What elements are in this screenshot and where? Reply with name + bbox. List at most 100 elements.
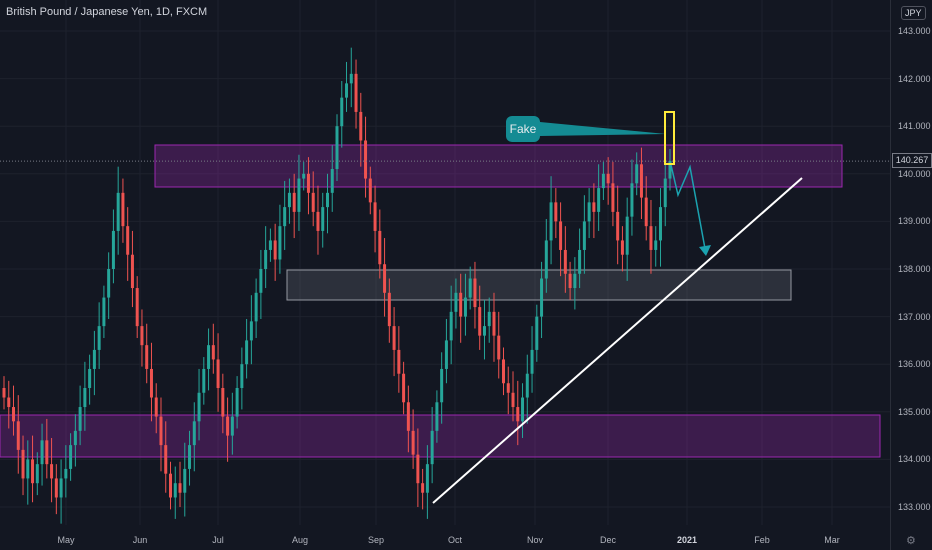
price-axis-separator (890, 0, 891, 550)
candle-body (573, 273, 577, 289)
candle-body (468, 278, 472, 298)
candle-body (568, 273, 572, 289)
candle-body (368, 178, 372, 203)
fake-callout[interactable]: Fake (506, 116, 540, 142)
candle-body (649, 226, 653, 250)
resistance-zone (154, 144, 843, 188)
projection-arrowhead (699, 245, 711, 256)
candle-body (411, 430, 415, 455)
candle-body (349, 73, 353, 84)
candle-body (535, 316, 539, 350)
candle-body (597, 188, 601, 212)
price-tick-label: 134.000 (898, 454, 931, 465)
candle-body (69, 445, 73, 469)
candle-body (7, 397, 11, 408)
candle-body (440, 368, 444, 403)
candle-body (611, 183, 615, 212)
candle-body (292, 192, 296, 212)
candle-body (26, 459, 30, 479)
candle-body (663, 178, 667, 208)
candle-body (12, 407, 16, 422)
candle-body (264, 249, 268, 269)
candle-body (492, 311, 496, 336)
candle-body (54, 478, 58, 498)
candle-body (364, 140, 368, 179)
candle-body (554, 202, 558, 222)
candle-body (325, 192, 329, 208)
candle-body (287, 192, 291, 208)
candle-body (254, 292, 258, 322)
candle-body (454, 292, 458, 312)
candle-body (226, 416, 230, 436)
candle-body (359, 111, 363, 141)
time-tick-label: Feb (754, 535, 770, 545)
candle-body (135, 288, 139, 327)
candle-body (620, 240, 624, 255)
candle-body (559, 221, 563, 250)
candle-body (97, 326, 101, 350)
candle-body (202, 368, 206, 393)
candle-body (497, 335, 501, 360)
candle-body (121, 192, 125, 227)
candle-body (83, 388, 87, 408)
time-tick-label: Sep (367, 535, 385, 545)
candle-body (668, 160, 672, 179)
candle-body (73, 430, 77, 446)
candle-body (435, 402, 439, 431)
candle-body (31, 459, 35, 484)
candle-body (192, 421, 196, 446)
candle-body (111, 230, 115, 269)
grid-layer (0, 0, 890, 525)
candle-body (273, 240, 277, 260)
candle-body (340, 97, 344, 127)
candle-body (506, 383, 510, 393)
candle-body (283, 207, 287, 227)
price-tick-label: 141.000 (898, 121, 931, 132)
candle-body (635, 164, 639, 184)
candle-body (511, 392, 515, 408)
candle-body (92, 349, 96, 369)
candle-body (616, 211, 620, 241)
candle-body (126, 226, 130, 255)
candle-body (164, 445, 168, 474)
candle-body (630, 183, 634, 217)
gear-icon[interactable]: ⚙ (906, 535, 916, 547)
candle-body (392, 326, 396, 350)
projection-arrow (670, 164, 707, 255)
candle-body (502, 359, 505, 384)
candle-body (88, 368, 92, 388)
candle-body (459, 292, 463, 317)
currency-badge[interactable]: JPY (901, 6, 926, 20)
candle-body (530, 349, 534, 374)
candle-body (188, 445, 192, 469)
candle-body (149, 368, 153, 398)
candle-body (544, 240, 548, 279)
candle-body (78, 407, 82, 431)
candle-body (173, 483, 177, 498)
time-tick-label: Mar (824, 535, 840, 545)
candle-body (601, 173, 605, 189)
candle-body (397, 349, 401, 374)
candle-body (425, 464, 429, 493)
fake-marker-box (664, 111, 675, 165)
candle-body (159, 416, 163, 446)
price-tick-label: 137.000 (898, 311, 931, 322)
candle-body (140, 326, 144, 346)
candle-body (540, 278, 544, 317)
candle-body (221, 388, 225, 417)
candle-body (478, 307, 482, 336)
candle-body (302, 173, 306, 179)
candle-body (59, 478, 63, 498)
candle-body (235, 388, 239, 417)
candle-body (654, 240, 658, 250)
candle-body (130, 254, 134, 289)
candle-body (35, 464, 39, 484)
candle-body (658, 207, 662, 241)
candle-body (644, 197, 648, 227)
candle-body (178, 483, 182, 493)
symbol-title[interactable]: British Pound / Japanese Yen, 1D, FXCM (6, 6, 208, 18)
candle-body (387, 292, 391, 327)
zones-layer (0, 144, 881, 458)
candle-body (354, 73, 358, 112)
